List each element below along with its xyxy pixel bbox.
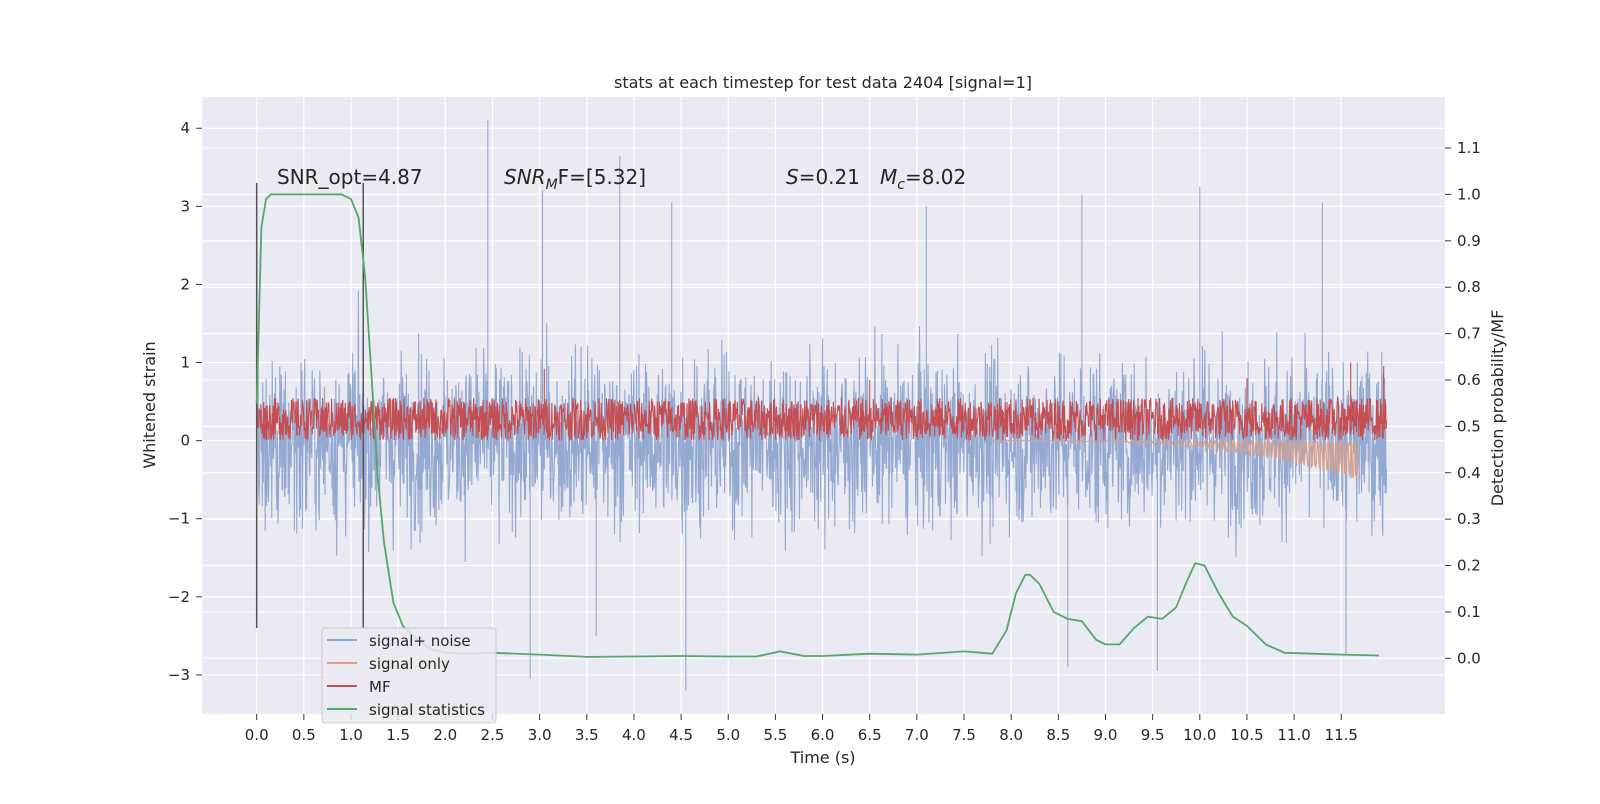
y2-tick-label: 0.3 [1457, 510, 1481, 528]
x-tick-label: 1.5 [386, 726, 410, 744]
legend-label-signal-noise: signal+ noise [369, 632, 471, 650]
x-tick-label: 6.5 [858, 726, 882, 744]
y-tick-label: 1 [180, 354, 190, 372]
x-ticks: 0.0 0.5 1.0 1.5 2.0 2.5 3.0 3.5 4.0 4.5 5.0 5.5 6.0 6… [245, 714, 1358, 744]
x-tick-label: 2.5 [481, 726, 505, 744]
x-tick-label: 9.0 [1094, 726, 1118, 744]
annotation-mc: Mc=8.02 [880, 165, 966, 193]
y2-tick-label: 0.6 [1457, 371, 1481, 389]
signal-noise-line [256, 120, 1388, 691]
y-tick-label: 3 [180, 197, 190, 215]
x-tick-label: 11.5 [1325, 726, 1358, 744]
y2-tick-label: 0.9 [1457, 232, 1481, 250]
mf-line [256, 362, 1388, 457]
series-mf [256, 362, 1388, 457]
x-tick-label: 0.0 [245, 726, 269, 744]
x-tick-label: 7.5 [952, 726, 976, 744]
y2-tick-label: 0.1 [1457, 603, 1481, 621]
x-axis-label: Time (s) [789, 748, 855, 767]
series-signal-only [992, 438, 1359, 479]
y2-tick-label: 0.8 [1457, 278, 1481, 296]
annotation-snr-mf: SNRMF=[5.32] [504, 165, 646, 193]
x-tick-label: 11.0 [1277, 726, 1310, 744]
x-tick-label: 9.5 [1141, 726, 1165, 744]
x-tick-label: 2.0 [433, 726, 457, 744]
series-signal-noise [256, 120, 1388, 691]
x-tick-label: 5.0 [716, 726, 740, 744]
series-signal-statistics [255, 193, 1380, 658]
x-tick-label: 4.5 [669, 726, 693, 744]
x-tick-label: 8.5 [1046, 726, 1070, 744]
chart-title: stats at each timestep for test data 240… [614, 73, 1032, 92]
y2-tick-label: 0.2 [1457, 557, 1481, 575]
y2-axis-label: Detection probability/MF [1488, 310, 1507, 507]
x-tick-label: 3.5 [575, 726, 599, 744]
legend-label-mf: MF [369, 678, 391, 696]
x-tick-label: 6.0 [811, 726, 835, 744]
legend-label-signal-statistics: signal statistics [369, 701, 485, 719]
y-tick-label: −2 [168, 588, 190, 606]
legend-label-signal-only: signal only [369, 655, 450, 673]
y-ticks: 4 3 2 1 0 −1 −2 −3 [168, 119, 202, 684]
x-tick-label: 8.0 [999, 726, 1023, 744]
y2-tick-label: 1.1 [1457, 139, 1481, 157]
y-tick-label: −1 [168, 510, 190, 528]
x-tick-label: 1.0 [339, 726, 363, 744]
y2-tick-label: 1.0 [1457, 185, 1481, 203]
y2-tick-label: 0.4 [1457, 464, 1481, 482]
annotation-snr-opt: SNR_opt=4.87 [277, 165, 423, 189]
x-tick-label: 10.0 [1183, 726, 1216, 744]
x-tick-label: 5.5 [763, 726, 787, 744]
x-tick-label: 3.0 [528, 726, 552, 744]
y-axis-label: Whitened strain [140, 341, 159, 468]
x-tick-label: 10.5 [1230, 726, 1263, 744]
x-tick-label: 0.5 [292, 726, 316, 744]
x-tick-label: 7.0 [905, 726, 929, 744]
y2-ticks: 1.1 1.0 0.9 0.8 0.7 0.6 0.5 0.4 0.3 0.2 0.1 0.0 [1445, 139, 1481, 667]
y-tick-label: 2 [180, 275, 190, 293]
signal-statistics-line [255, 193, 1380, 658]
y-tick-label: −3 [168, 666, 190, 684]
legend-box [321, 627, 497, 724]
y-tick-label: 4 [180, 119, 190, 137]
y2-tick-label: 0.7 [1457, 325, 1481, 343]
y2-tick-label: 0.5 [1457, 417, 1481, 435]
y-tick-label: 0 [180, 432, 190, 450]
x-tick-label: 4.0 [622, 726, 646, 744]
legend: signal+ noise signal only MF signal stat… [321, 627, 497, 724]
signal-only-line [992, 438, 1359, 479]
y2-tick-label: 0.0 [1457, 649, 1481, 667]
annotation-s: S=0.21 [786, 165, 860, 189]
